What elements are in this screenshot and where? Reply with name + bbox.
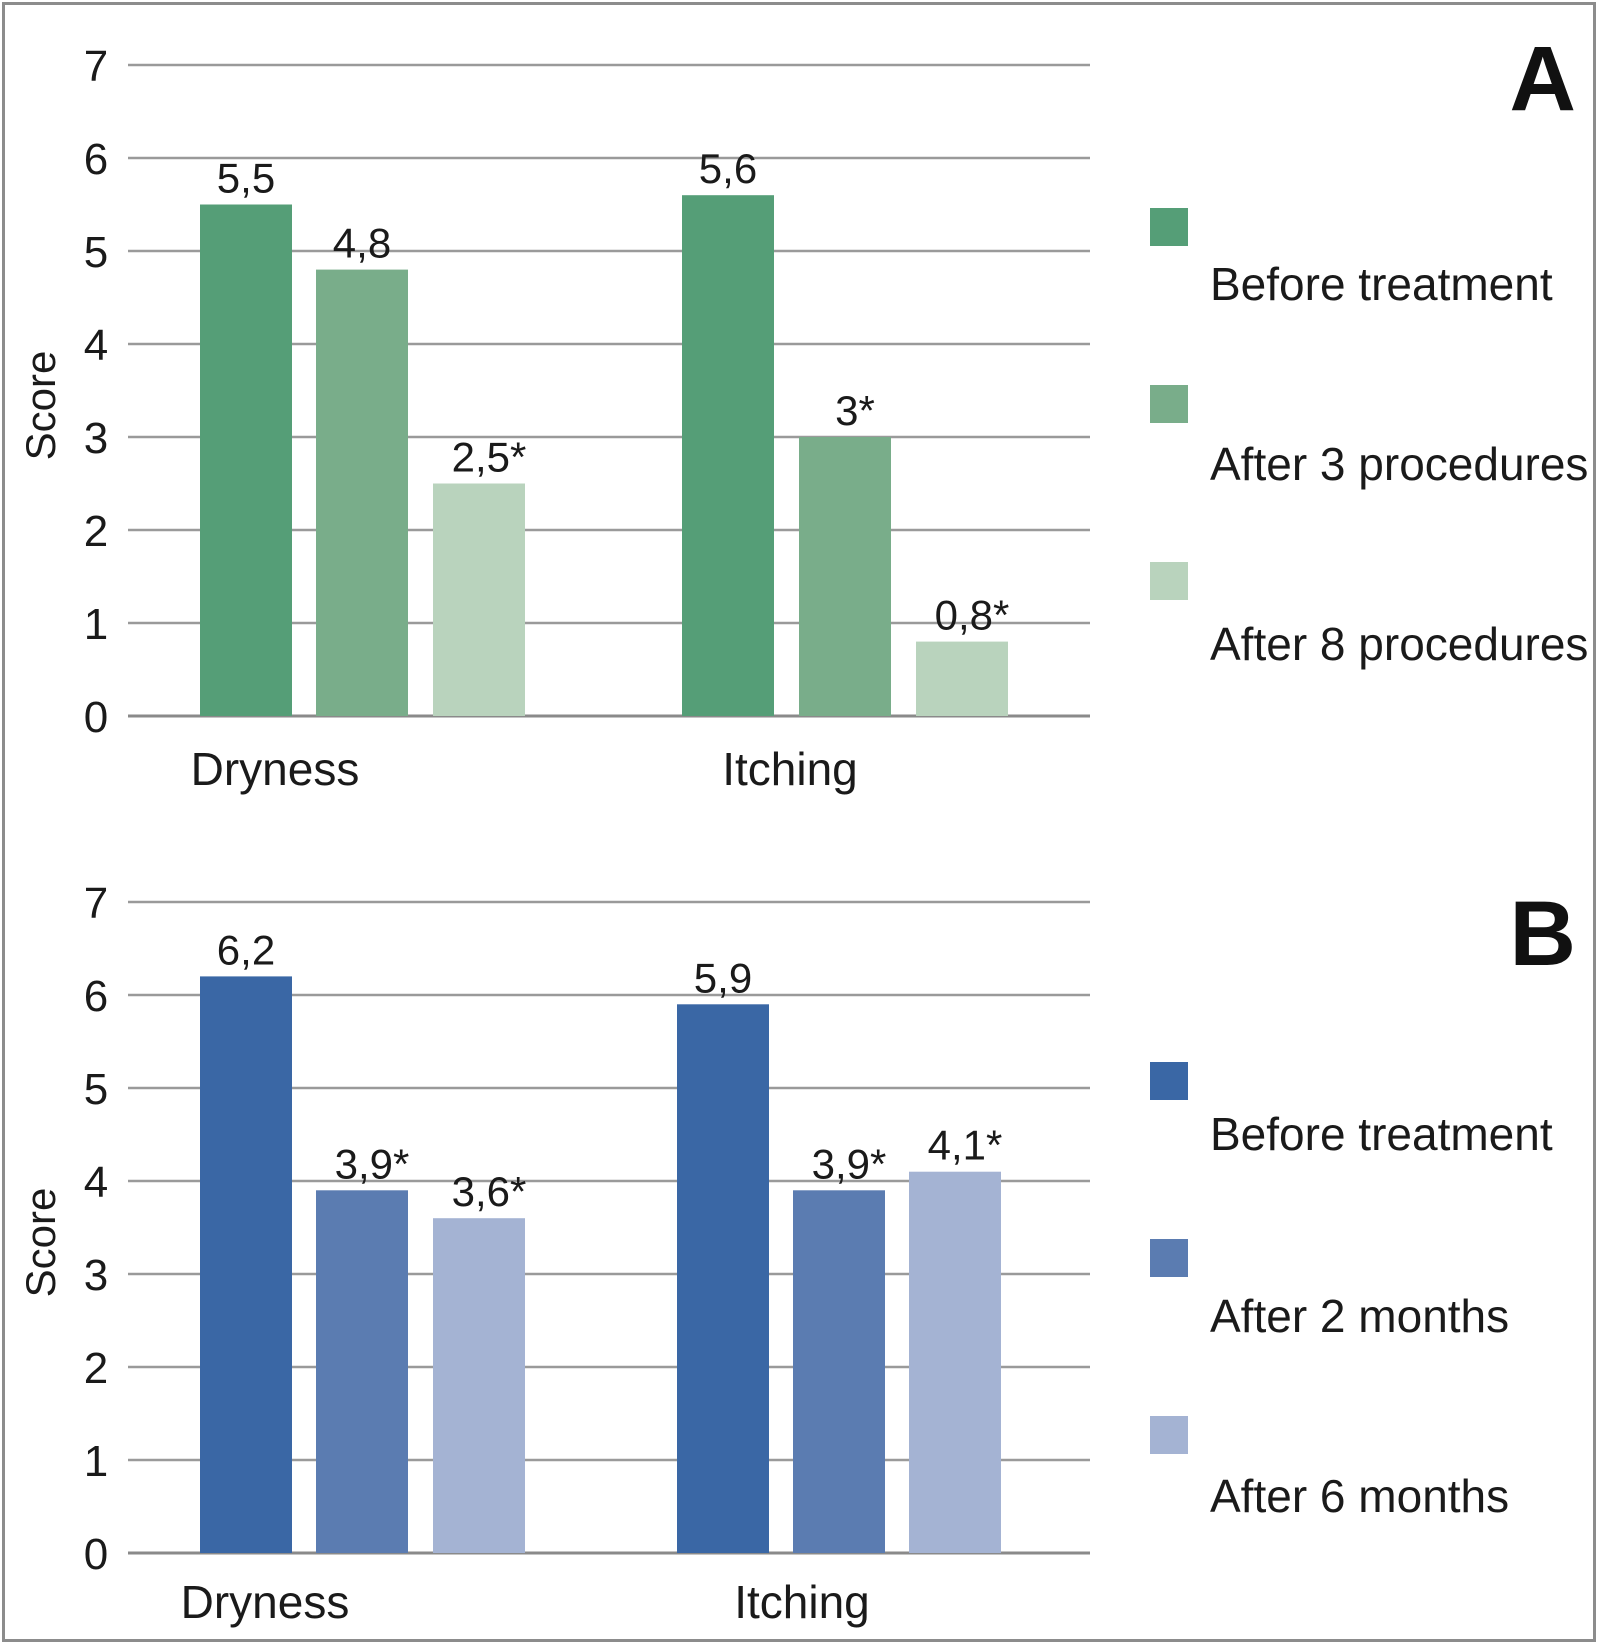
data-label: 4,8 xyxy=(333,220,391,267)
y-tick-label: 2 xyxy=(84,1344,108,1393)
legend-swatch xyxy=(1150,1062,1188,1100)
y-tick-label: 7 xyxy=(84,42,108,91)
bar xyxy=(682,195,774,716)
data-label: 2,5* xyxy=(452,434,527,481)
legend-swatch xyxy=(1150,1239,1188,1277)
bar xyxy=(799,437,891,716)
x-category-label: Dryness xyxy=(191,743,360,795)
y-tick-label: 4 xyxy=(84,1158,108,1207)
bar xyxy=(433,1218,525,1553)
y-tick-label: 1 xyxy=(84,600,108,649)
bar xyxy=(793,1190,885,1553)
x-category-label: Dryness xyxy=(181,1576,350,1628)
y-tick-label: 0 xyxy=(84,1530,108,1579)
y-tick-label: 3 xyxy=(84,414,108,463)
y-tick-label: 0 xyxy=(84,693,108,742)
y-tick-label: 5 xyxy=(84,1065,108,1114)
y-axis-title: Score xyxy=(17,351,64,461)
bar xyxy=(200,204,292,716)
y-tick-label: 7 xyxy=(84,879,108,928)
x-category-label: Itching xyxy=(734,1576,870,1628)
y-tick-label: 6 xyxy=(84,135,108,184)
data-label: 5,6 xyxy=(699,145,757,192)
data-label: 5,9 xyxy=(694,954,752,1001)
data-label: 3,9* xyxy=(812,1140,887,1187)
legend-swatch xyxy=(1150,562,1188,600)
data-label: 3* xyxy=(835,387,875,434)
data-label: 5,5 xyxy=(217,155,275,202)
data-label: 4,1* xyxy=(928,1122,1003,1169)
legend-label: Before treatment xyxy=(1210,1108,1553,1160)
y-tick-label: 4 xyxy=(84,321,108,370)
data-label: 6,2 xyxy=(217,926,275,973)
bar xyxy=(909,1171,1001,1553)
legend-label: After 2 months xyxy=(1210,1290,1509,1342)
panel-letter: B xyxy=(1510,883,1576,985)
legend-swatch xyxy=(1150,1416,1188,1454)
x-category-label: Itching xyxy=(722,743,858,795)
y-tick-label: 1 xyxy=(84,1437,108,1486)
bar xyxy=(200,976,292,1553)
legend-label: Before treatment xyxy=(1210,258,1553,310)
legend-label: After 3 procedures xyxy=(1210,438,1588,490)
y-tick-label: 3 xyxy=(84,1251,108,1300)
y-tick-label: 5 xyxy=(84,228,108,277)
data-label: 3,6* xyxy=(452,1168,527,1215)
y-axis-title: Score xyxy=(17,1188,64,1298)
bar xyxy=(433,483,525,716)
legend-label: After 8 procedures xyxy=(1210,618,1588,670)
data-label: 3,9* xyxy=(335,1140,410,1187)
data-label: 0,8* xyxy=(935,592,1010,639)
y-tick-label: 6 xyxy=(84,972,108,1021)
legend-label: After 6 months xyxy=(1210,1470,1509,1522)
bar xyxy=(316,1190,408,1553)
chart-panel-a: 0 1 2 3 4 5 6 7 Score 5,5 5,6 4,8 3* 2,5* 0,8* Dryness I… xyxy=(17,28,1588,795)
y-tick-label: 2 xyxy=(84,507,108,556)
legend-swatch xyxy=(1150,385,1188,423)
legend-swatch xyxy=(1150,208,1188,246)
bar xyxy=(316,269,408,716)
chart-panel-b: 0 1 2 3 4 5 6 7 Score 6,2 5,9 3,9* 3,9* 3,6* 4,1* Dryne… xyxy=(17,879,1576,1628)
bar xyxy=(677,1004,769,1553)
panel-letter: A xyxy=(1510,28,1576,130)
bar xyxy=(916,641,1008,716)
